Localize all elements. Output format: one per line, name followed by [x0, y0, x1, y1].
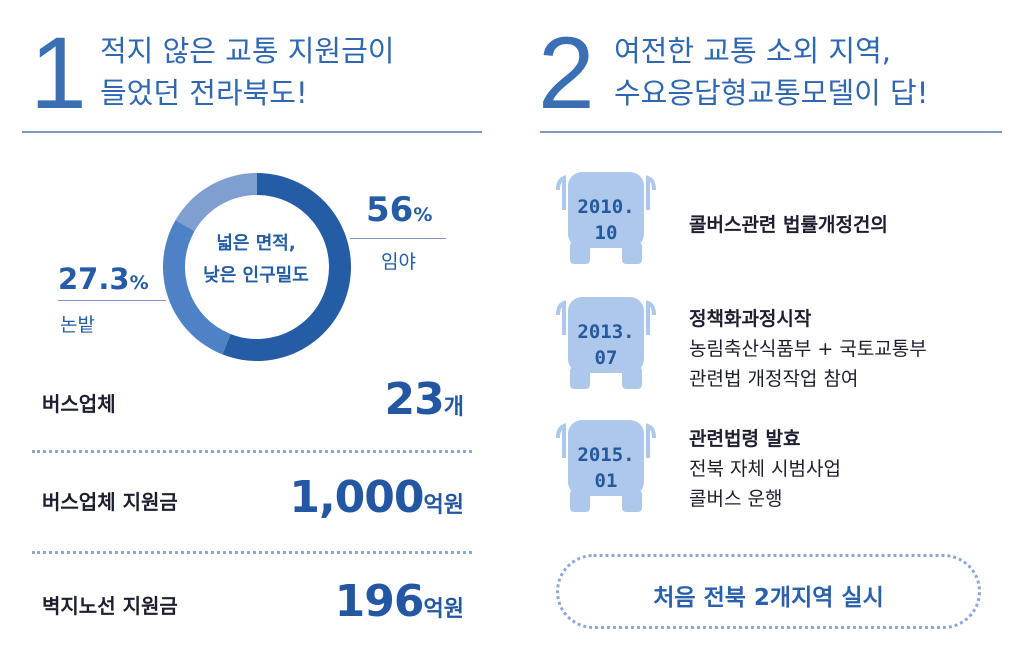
timeline-date-year: 2013.: [577, 321, 635, 343]
stat-label: 벽지노선 지원금: [42, 594, 178, 618]
timeline-bus-2010: 2010. 10: [556, 170, 668, 270]
stat-label: 버스업체 지원금: [42, 490, 178, 514]
timeline-event-detail-line: 농림축산식품부 + 국토교통부: [689, 338, 927, 360]
section-title-2-line1: 여전한 교통 소외 지역,: [614, 34, 891, 68]
timeline-date-year: 2010.: [577, 196, 635, 218]
callout-text: 처음 전북 2개지역 실시: [653, 585, 884, 611]
timeline-date-month: 07: [594, 347, 618, 369]
donut-slice-0: [222, 173, 352, 361]
slice-value-forest-number: 56: [366, 190, 414, 230]
bus-icon: [556, 172, 656, 264]
timeline-date-month: 01: [594, 470, 618, 492]
donut-slice-1: [163, 220, 231, 355]
slice-leader-farmland: [58, 300, 166, 301]
stat-row-bus-companies: 버스업체 23개: [42, 374, 472, 434]
stat-value: 23개: [385, 374, 464, 425]
donut-center-line1: 넓은 면적,: [216, 233, 296, 254]
stat-unit: 억원: [423, 597, 464, 622]
donut-center-line2: 낮은 인구밀도: [203, 265, 309, 286]
stat-row-bus-subsidy: 버스업체 지원금 1,000억원: [42, 472, 472, 532]
timeline-event-details: 농림축산식품부 + 국토교통부 관련법 개정작업 참여: [689, 334, 927, 394]
callout-box: 처음 전북 2개지역 실시: [556, 554, 981, 629]
slice-value-farmland-number: 27.3: [58, 262, 130, 296]
timeline-event-title: 정책화과정시작: [689, 308, 812, 330]
timeline-date: 2010. 10: [556, 194, 656, 246]
section-divider-2: [540, 131, 1002, 133]
stat-value: 1,000억원: [289, 472, 464, 523]
timeline-event-detail-line: 관련법 개정작업 참여: [689, 368, 859, 390]
section-number-2: 2: [538, 16, 595, 130]
section-title-1-line1: 적지 않은 교통 지원금이: [100, 34, 395, 68]
stat-number: 196: [334, 576, 425, 627]
slice-label-forest: 임야: [381, 251, 416, 273]
section-title-2-line2: 수요응답형교통모델이 답!: [614, 76, 929, 110]
stat-value: 196억원: [335, 576, 464, 627]
section-title-2: 여전한 교통 소외 지역, 수요응답형교통모델이 답!: [614, 30, 928, 114]
donut-slice-2: [175, 173, 257, 232]
timeline-date: 2015. 01: [556, 442, 656, 494]
slice-label-farmland: 논밭: [60, 314, 95, 336]
slice-value-forest: 56%: [366, 190, 432, 230]
timeline-event-title: 콜버스관련 법률개정건의: [689, 214, 888, 236]
stat-unit: 억원: [423, 493, 464, 518]
slice-value-farmland-unit: %: [129, 272, 149, 294]
section-title-1: 적지 않은 교통 지원금이 들었던 전라북도!: [100, 30, 394, 114]
dotted-divider: [32, 450, 472, 453]
section-divider-1: [22, 131, 482, 133]
timeline-event-details: 전북 자체 시범사업 콜버스 운행: [689, 454, 841, 514]
land-use-donut-chart: [163, 173, 352, 361]
dotted-divider: [32, 551, 472, 554]
bus-icon: [556, 297, 656, 389]
timeline-bus-2013: 2013. 07: [556, 295, 668, 395]
timeline-event-detail-line: 콜버스 운행: [689, 488, 783, 510]
donut-center-label: 넓은 면적, 낮은 인구밀도: [186, 228, 326, 292]
bus-icon: [556, 420, 656, 512]
timeline-event-detail-line: 전북 자체 시범사업: [689, 458, 841, 480]
timeline-date-year: 2015.: [577, 444, 635, 466]
stat-row-remote-route-subsidy: 벽지노선 지원금 196억원: [42, 576, 472, 636]
stat-label: 버스업체: [42, 392, 116, 416]
timeline-date: 2013. 07: [556, 319, 656, 371]
section-title-1-line2: 들었던 전라북도!: [100, 76, 308, 110]
stat-number: 1,000: [289, 472, 424, 523]
section-number-1: 1: [30, 16, 87, 130]
stat-unit: 개: [443, 395, 464, 420]
stat-number: 23: [384, 374, 445, 425]
slice-value-forest-unit: %: [413, 204, 433, 226]
timeline-date-month: 10: [594, 222, 618, 244]
slice-leader-forest: [350, 238, 446, 239]
slice-value-farmland: 27.3%: [58, 262, 149, 296]
timeline-event-title: 관련법령 발효: [689, 428, 801, 450]
timeline-bus-2015: 2015. 01: [556, 418, 668, 518]
